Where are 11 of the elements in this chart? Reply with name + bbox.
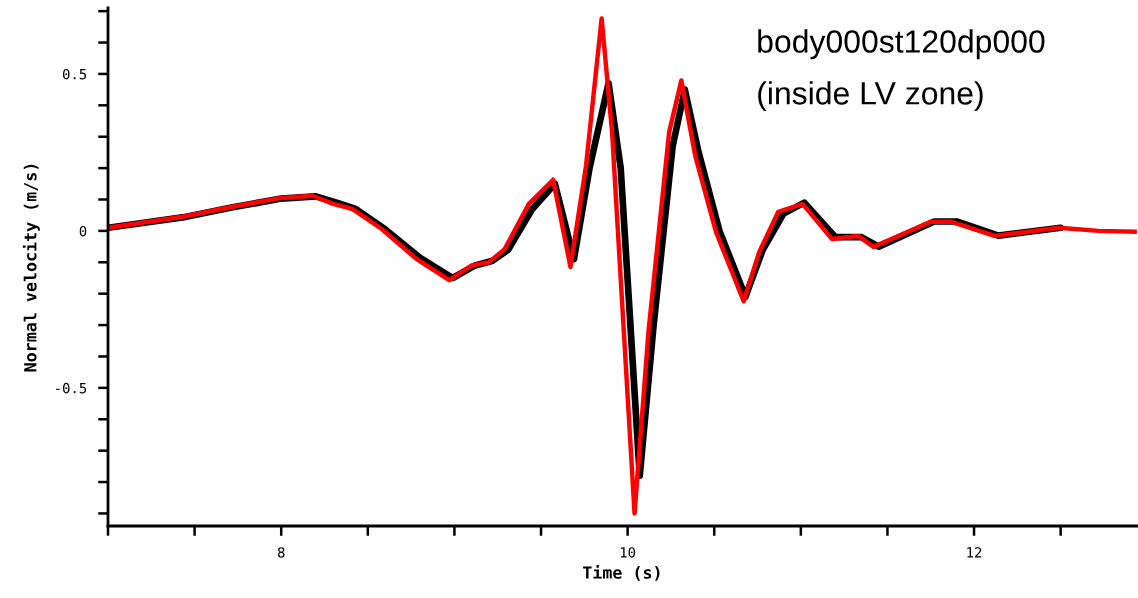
x-tick-label: 12	[967, 547, 982, 558]
annotation: (inside LV zone)	[758, 81, 983, 111]
y-tick-label: -0.5	[56, 382, 87, 394]
line-series	[108, 16, 1137, 516]
x-tick-label: 10	[620, 547, 636, 558]
x-axis-title: Time (s)	[583, 565, 660, 581]
annotation: body000st120dp000	[758, 29, 1045, 60]
y-axis-title: Normal velocity (m/s)	[22, 164, 40, 372]
y-tick-label: 0	[79, 225, 87, 237]
y-tick-label: 0.5	[62, 68, 87, 80]
x-tick-label: 8	[277, 547, 285, 558]
